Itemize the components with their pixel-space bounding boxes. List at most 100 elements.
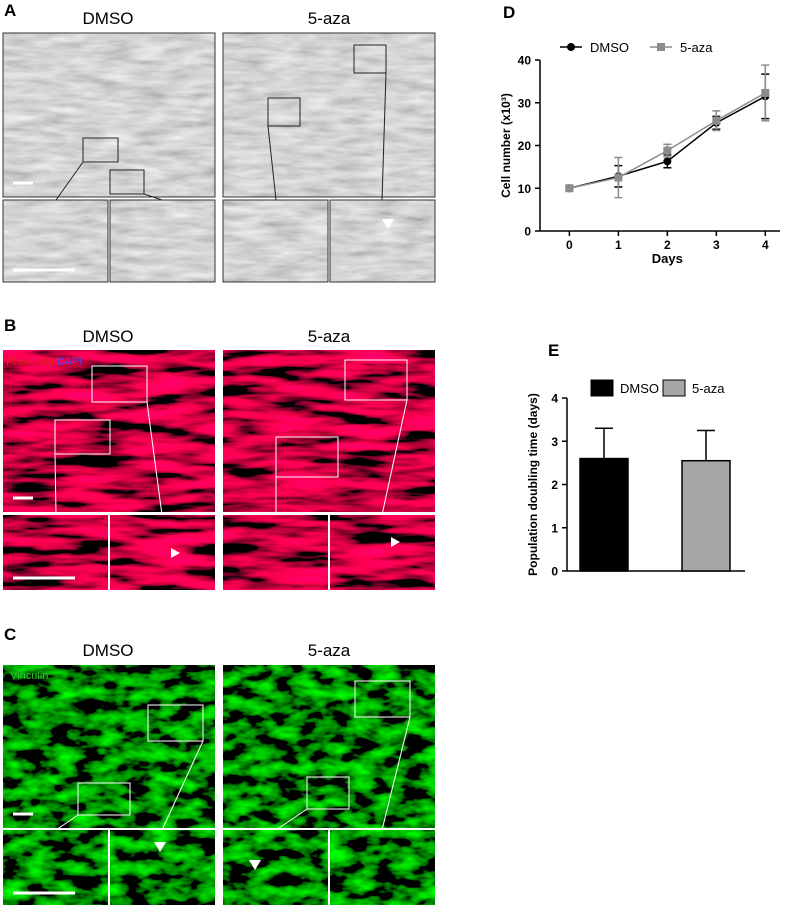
y-tick-label: 3 — [551, 435, 558, 449]
arrowhead — [171, 548, 180, 558]
legend-label: 5-aza — [680, 40, 713, 55]
legend-marker — [567, 43, 575, 51]
x-tick-label: 1 — [615, 238, 622, 252]
micrograph-frame — [222, 32, 436, 198]
inset-connector — [143, 193, 163, 201]
inset-box — [109, 169, 145, 195]
micrograph-texture — [3, 350, 215, 512]
y-axis-label: Cell number (x10³) — [499, 93, 513, 198]
inset-box — [82, 137, 119, 163]
x-tick-label: 0 — [566, 238, 573, 252]
y-tick-label: 2 — [551, 478, 558, 492]
inset-box — [353, 44, 387, 74]
panel-label: E — [548, 341, 559, 360]
inset-box — [306, 776, 350, 810]
y-tick-label: 30 — [518, 96, 532, 110]
inset-connector — [54, 453, 57, 516]
x-tick-label: 2 — [664, 238, 671, 252]
arrowhead — [249, 860, 261, 870]
bar — [579, 457, 629, 572]
panel-label: A — [4, 1, 16, 20]
inset-box — [91, 365, 148, 403]
micrograph-texture — [3, 665, 215, 828]
micrograph-texture — [330, 515, 435, 590]
y-tick-label: 40 — [518, 54, 532, 68]
legend-label: DMSO — [620, 381, 659, 396]
inset-connector — [381, 716, 411, 831]
error-bar — [595, 427, 613, 459]
inset-box — [77, 782, 131, 816]
y-axis-label: Population doubling time (days) — [526, 393, 540, 576]
y-tick-label: 10 — [518, 182, 532, 196]
column-title: 5-aza — [308, 641, 351, 660]
marker — [565, 184, 574, 193]
column-title: DMSO — [83, 641, 134, 660]
inset-box — [344, 359, 408, 401]
legend-marker — [657, 43, 665, 51]
inset-connector — [275, 808, 308, 831]
stain-label: Vinculin — [10, 670, 48, 682]
stain: DAPI — [57, 356, 83, 368]
inset-connector — [381, 72, 387, 201]
legend-label: 5-aza — [692, 381, 725, 396]
marker — [663, 157, 672, 166]
column-title: 5-aza — [308, 9, 351, 28]
x-tick-label: 4 — [762, 238, 769, 252]
series-line — [569, 92, 766, 189]
y-tick-label: 20 — [518, 139, 532, 153]
legend-label: DMSO — [590, 40, 629, 55]
marker — [712, 116, 721, 125]
column-title: DMSO — [83, 327, 134, 346]
stain-label: Phalloidin/DAPI — [6, 356, 82, 368]
column-title: 5-aza — [308, 327, 351, 346]
arrowhead — [382, 219, 394, 229]
panel-label: D — [503, 3, 515, 22]
micrograph-texture — [3, 200, 108, 282]
micrograph-texture — [3, 33, 215, 197]
legend-swatch — [662, 379, 686, 397]
inset-connector — [146, 401, 163, 516]
micrograph-texture — [223, 33, 435, 197]
micrograph-frame — [2, 199, 109, 283]
panel-label: B — [4, 316, 16, 335]
micrograph-texture — [110, 830, 215, 905]
legend-swatch — [590, 379, 614, 397]
micrograph-texture — [223, 515, 328, 590]
marker — [761, 88, 770, 97]
micrograph-texture — [223, 665, 435, 828]
panel-label: C — [4, 625, 16, 644]
inset-box — [275, 436, 339, 478]
inset-connector — [161, 740, 204, 831]
micrograph-texture — [110, 200, 215, 282]
micrograph-texture — [330, 200, 435, 282]
x-tick-label: 3 — [713, 238, 720, 252]
inset-connector — [267, 125, 277, 201]
inset-box — [54, 419, 111, 455]
error-bar — [697, 429, 715, 461]
arrowhead — [154, 842, 166, 852]
y-tick-label: 0 — [551, 565, 558, 579]
y-tick-label: 0 — [524, 225, 531, 239]
x-axis-label: Days — [652, 251, 683, 266]
inset-connector — [55, 814, 79, 831]
micrograph-texture — [223, 350, 435, 512]
inset-box — [354, 680, 411, 718]
inset-connector — [55, 161, 84, 201]
inset-box — [147, 704, 204, 742]
y-tick-label: 1 — [551, 521, 558, 535]
inset-box — [267, 97, 301, 127]
micrograph-texture — [330, 830, 435, 905]
stain: Phalloidin/ — [6, 356, 58, 368]
bar — [681, 459, 731, 572]
micrograph-frame — [109, 199, 216, 283]
inset-connector — [381, 399, 408, 516]
arrowhead — [391, 537, 400, 547]
marker — [614, 173, 623, 182]
micrographs — [2, 32, 436, 905]
micrograph-texture — [223, 200, 328, 282]
y-tick-label: 4 — [551, 392, 558, 406]
micrograph-frame — [2, 32, 216, 198]
